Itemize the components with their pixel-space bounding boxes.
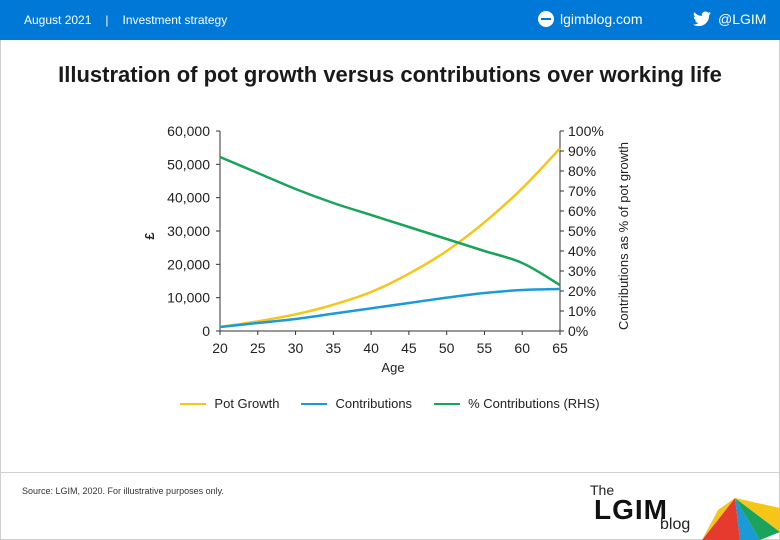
y2-tick-label: 10% [568,303,596,319]
y-tick-label: 40,000 [167,190,210,206]
legend-swatch-pot-growth [180,403,206,405]
x-tick-label: 60 [514,340,530,356]
legend-swatch-contributions [301,403,327,405]
y-tick-label: 20,000 [167,256,210,272]
y2-tick-label: 60% [568,203,596,219]
footer-divider [0,472,780,473]
x-axis-label: Age [381,360,404,375]
series-line-contributions-rhs [220,157,560,285]
y2-tick-label: 70% [568,183,596,199]
x-tick-label: 45 [401,340,417,356]
y2-tick-label: 80% [568,163,596,179]
y-axis-label: £ [142,232,157,240]
x-tick-label: 40 [363,340,379,356]
x-tick-label: 65 [552,340,568,356]
legend-item-pct-contributions[interactable]: % Contributions (RHS) [434,396,600,411]
y-tick-label: 50,000 [167,156,210,172]
y2-tick-label: 20% [568,283,596,299]
x-tick-label: 20 [212,340,228,356]
series-line-pot-growth [220,148,560,327]
chart-series [220,148,560,327]
legend-label-pot-growth: Pot Growth [214,396,279,411]
chart-legend: Pot Growth Contributions % Contributions… [0,396,780,411]
y-tick-label: 10,000 [167,290,210,306]
y2-tick-label: 30% [568,263,596,279]
y2-tick-label: 50% [568,223,596,239]
series-line-contributions [220,289,560,327]
y-tick-label: 30,000 [167,223,210,239]
legend-label-contributions: Contributions [335,396,412,411]
source-note: Source: LGIM, 2020. For illustrative pur… [22,486,224,496]
y-tick-label: 0 [202,323,210,339]
lgim-blog-logo[interactable]: The LGIM blog [590,480,780,540]
x-tick-label: 25 [250,340,266,356]
chart-canvas: 0 10,000 20,000 30,000 40,000 50,000 60,000 0% 1… [0,0,780,540]
x-tick-label: 50 [439,340,455,356]
legend-item-pot-growth[interactable]: Pot Growth [180,396,279,411]
y2-tick-label: 0% [568,323,588,339]
y2-tick-label: 100% [568,123,604,139]
x-tick-label: 55 [477,340,493,356]
y-tick-label: 60,000 [167,123,210,139]
x-tick-label: 35 [326,340,342,356]
y2-axis-label: Contributions as % of pot growth [616,142,631,330]
y2-tick-label: 90% [568,143,596,159]
legend-item-contributions[interactable]: Contributions [301,396,412,411]
chart-axes: 0 10,000 20,000 30,000 40,000 50,000 60,000 0% 1… [167,123,604,356]
umbrella-icon [590,480,780,540]
x-tick-label: 30 [288,340,304,356]
legend-swatch-pct-contributions [434,403,460,405]
legend-label-pct-contributions: % Contributions (RHS) [468,396,600,411]
y2-tick-label: 40% [568,243,596,259]
